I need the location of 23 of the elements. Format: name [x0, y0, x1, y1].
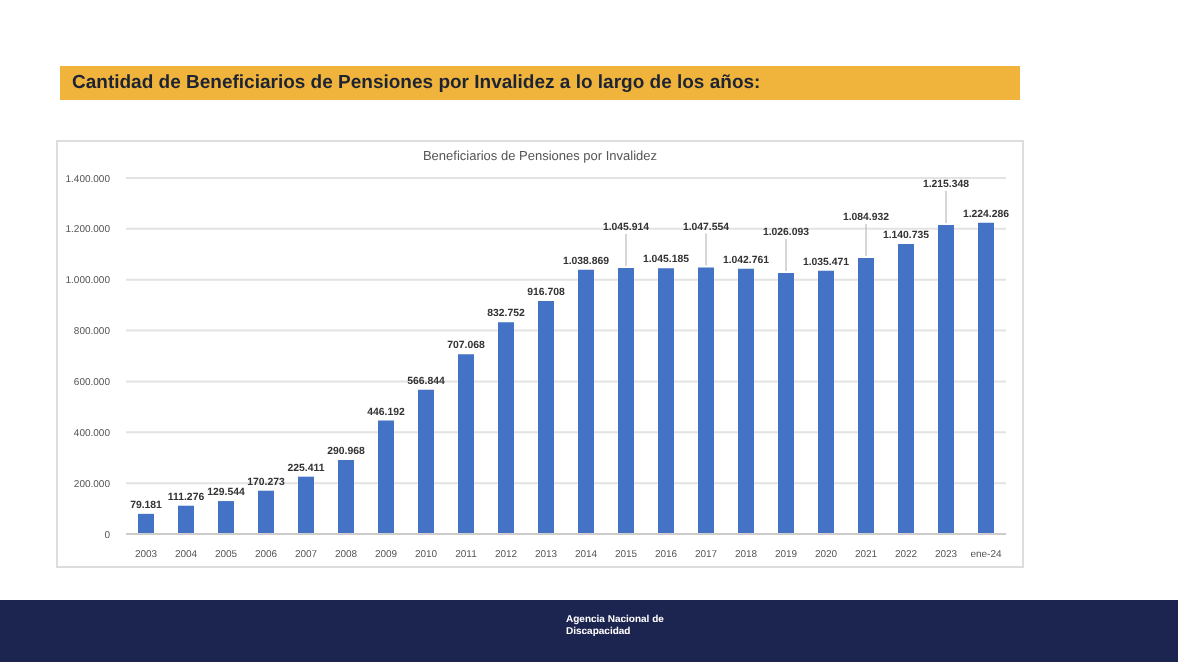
- bar: [818, 270, 834, 534]
- bar: [258, 490, 274, 534]
- bar: [418, 389, 434, 534]
- bar: [338, 460, 354, 534]
- bar: [298, 476, 314, 534]
- bar: [578, 269, 594, 534]
- bar: [738, 268, 754, 534]
- bar: [618, 268, 634, 534]
- bar: [458, 354, 474, 534]
- bar: [658, 268, 674, 534]
- bar: [898, 243, 914, 534]
- bar: [778, 273, 794, 534]
- bar: [218, 501, 234, 534]
- bar: [698, 267, 714, 534]
- bar: [938, 224, 954, 534]
- chart-title: Cantidad de Beneficiarios de Pensiones por Invalidez a lo largo de los años:: [60, 66, 1020, 100]
- bar: [858, 258, 874, 534]
- bar: [978, 222, 994, 534]
- bar: [538, 300, 554, 534]
- bar: [138, 513, 154, 534]
- bar: [498, 322, 514, 534]
- bar: [178, 505, 194, 534]
- bar: [378, 420, 394, 534]
